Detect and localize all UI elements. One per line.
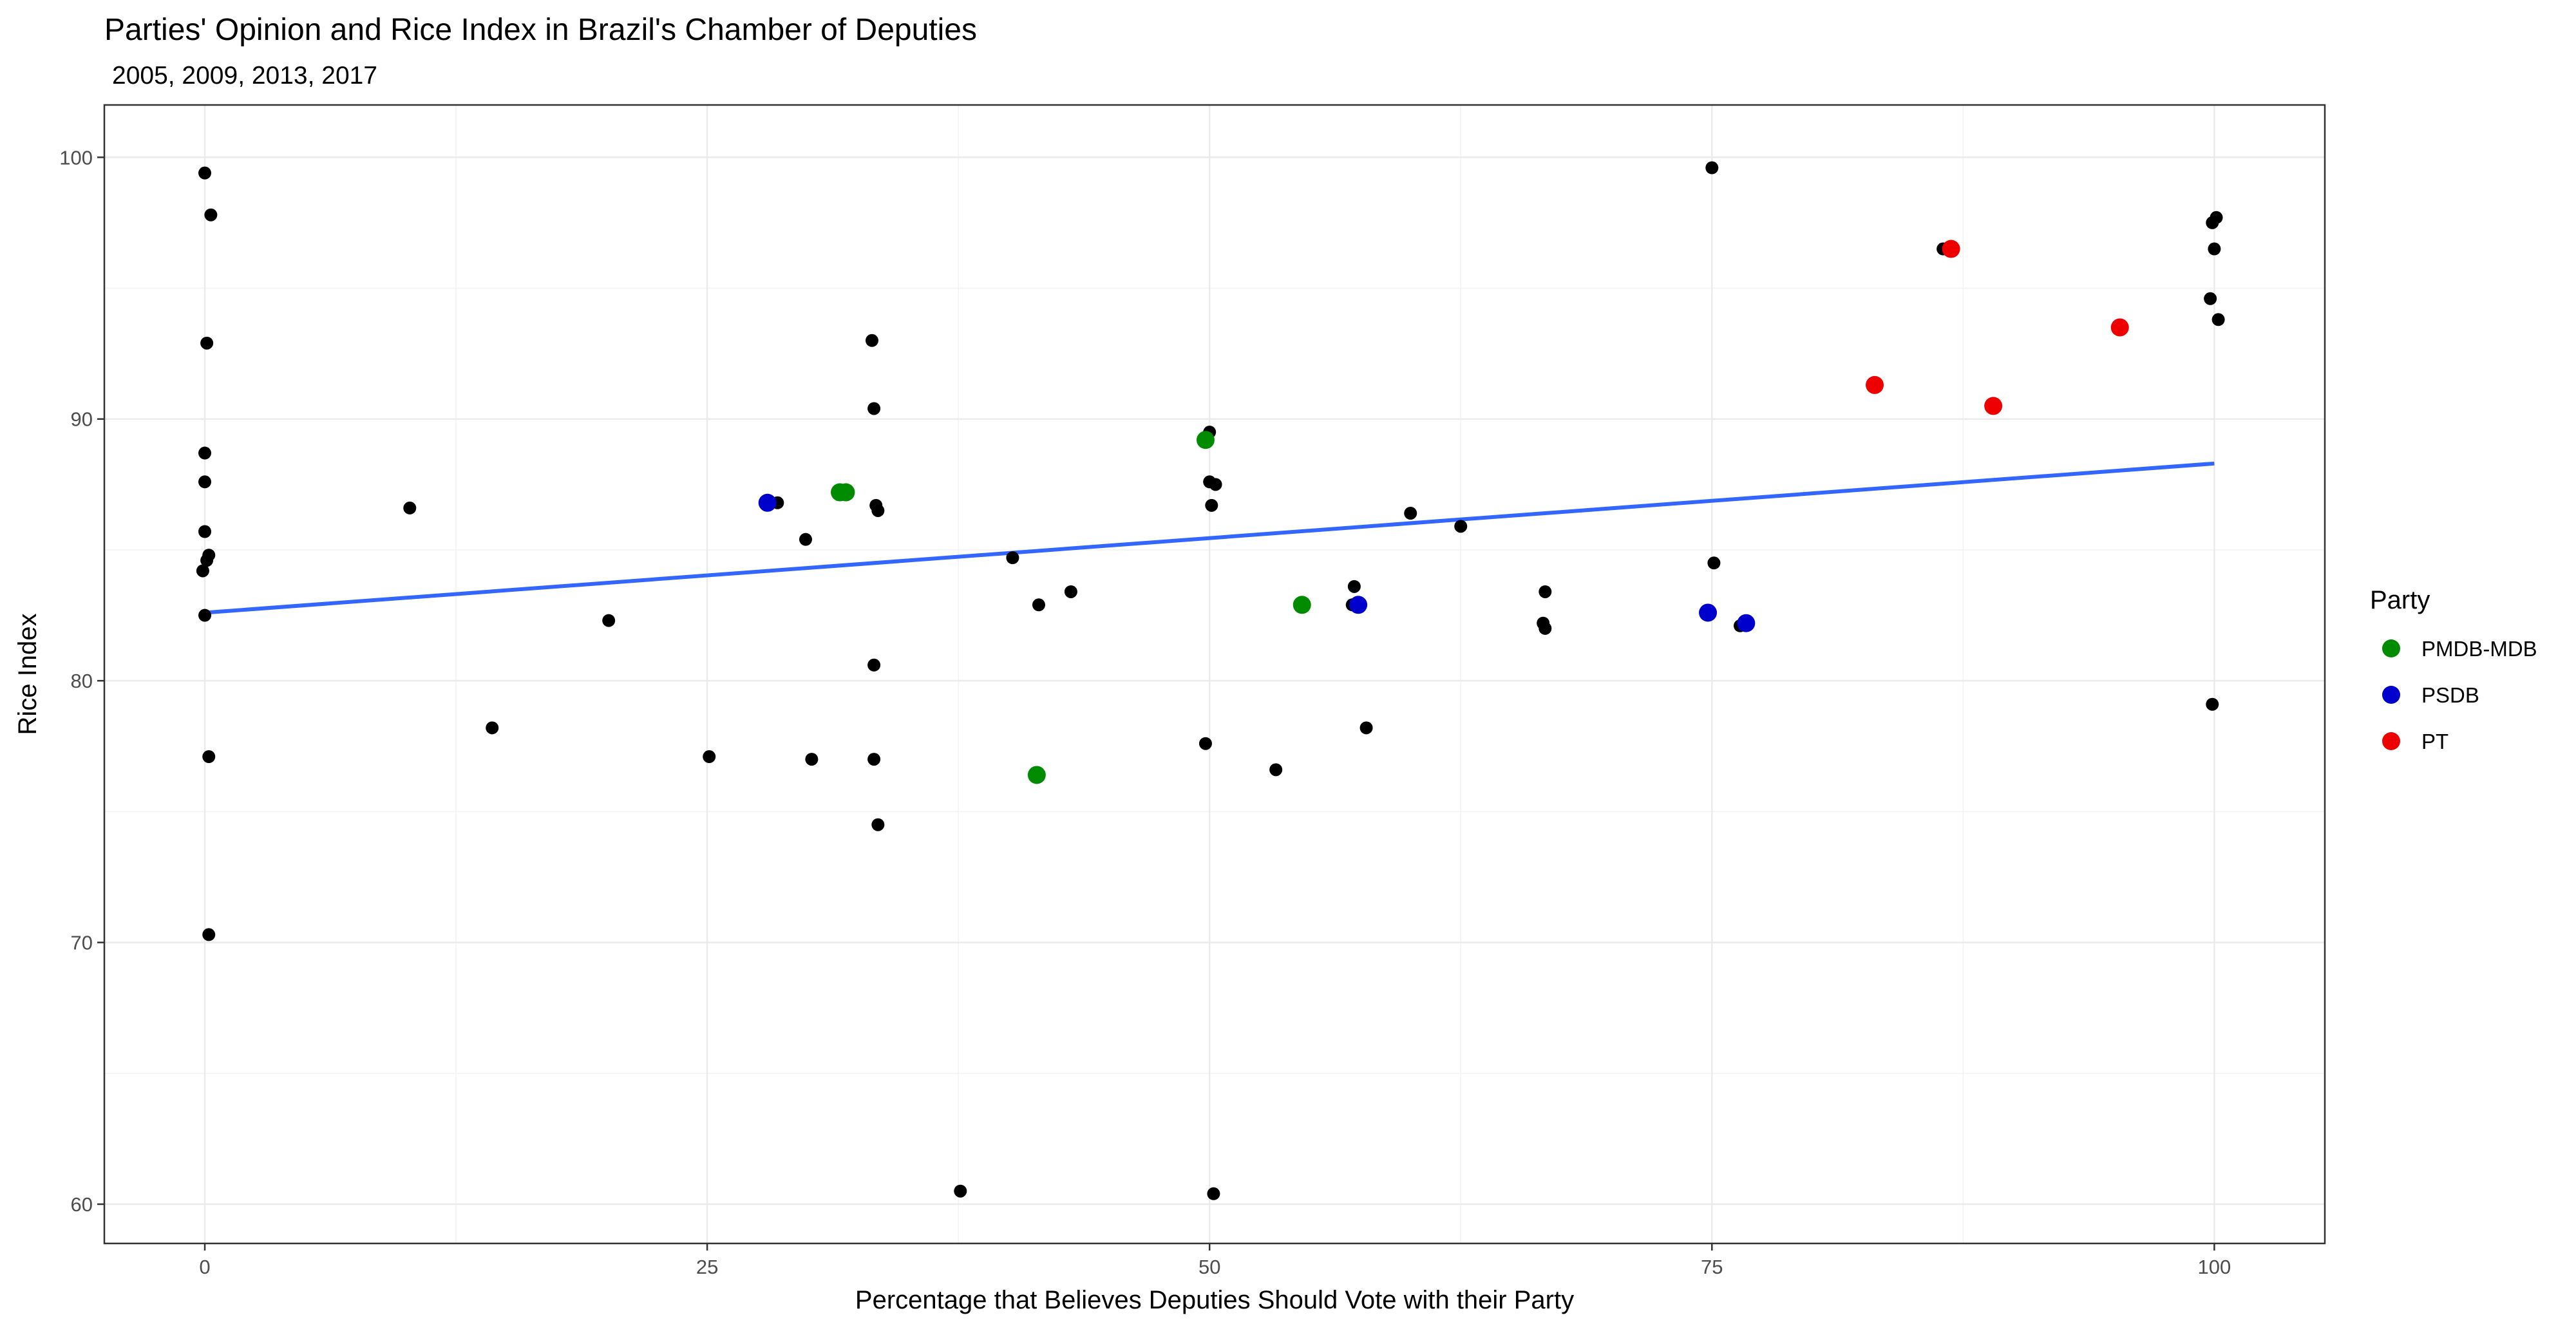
data-point: [799, 533, 813, 546]
data-point-party: [1027, 766, 1046, 784]
data-point: [1404, 507, 1417, 520]
data-point-party: [1699, 603, 1718, 622]
legend-key: [2382, 639, 2400, 657]
data-point-party: [1349, 596, 1368, 614]
data-point: [1539, 621, 1552, 635]
data-point-party: [1866, 375, 1884, 394]
x-tick-label: 50: [1198, 1256, 1220, 1278]
x-axis: 0 25 50 75 100: [199, 1243, 2231, 1278]
data-point: [198, 475, 212, 489]
legend-label: PT: [2421, 730, 2448, 753]
y-tick-label: 60: [71, 1193, 93, 1216]
data-point: [2210, 211, 2223, 224]
trend-line: [204, 461, 2215, 615]
data-point-party: [758, 493, 777, 512]
data-point-party: [2110, 318, 2129, 337]
data-point: [865, 334, 878, 347]
data-point: [871, 504, 885, 517]
data-point: [1207, 1187, 1220, 1200]
legend-label: PSDB: [2421, 683, 2479, 707]
data-point: [871, 818, 885, 831]
data-point: [1064, 585, 1077, 598]
data-points: [196, 161, 2225, 1200]
data-point: [1347, 580, 1361, 593]
data-point-party: [1196, 431, 1215, 449]
data-point-party: [837, 483, 855, 502]
data-point: [403, 501, 417, 515]
x-tick-label: 100: [2198, 1256, 2231, 1278]
legend-key: [2382, 686, 2400, 704]
data-point: [2204, 292, 2217, 305]
data-point: [1006, 551, 1019, 565]
data-point: [196, 564, 209, 578]
data-point: [1198, 737, 1212, 750]
data-point: [200, 336, 214, 350]
data-point: [1359, 721, 1373, 735]
legend-label: PMDB-MDB: [2421, 637, 2537, 661]
data-point-party: [1293, 596, 1311, 614]
data-point: [1705, 161, 1719, 175]
data-point: [2208, 242, 2221, 256]
data-point: [1269, 763, 1283, 777]
chart-title: Parties' Opinion and Rice Index in Brazi…: [104, 13, 977, 47]
x-tick-label: 25: [696, 1256, 718, 1278]
data-point-party: [1984, 397, 2003, 415]
data-point: [198, 166, 212, 180]
data-point: [2206, 697, 2219, 711]
data-point: [1539, 585, 1552, 598]
y-tick-label: 80: [71, 670, 93, 692]
data-point: [2211, 313, 2225, 326]
chart-subtitle: 2005, 2009, 2013, 2017: [112, 62, 377, 90]
data-point: [954, 1184, 967, 1198]
y-axis: 60 70 80 90 100: [59, 146, 104, 1216]
data-point: [486, 721, 499, 735]
data-point: [204, 208, 218, 222]
x-tick-label: 75: [1701, 1256, 1723, 1278]
data-point: [198, 525, 212, 538]
x-axis-title: Percentage that Believes Deputies Should…: [855, 1286, 1574, 1314]
major-gridlines: [104, 105, 2325, 1243]
data-point: [703, 750, 716, 764]
data-point: [1205, 498, 1218, 512]
y-tick-label: 100: [59, 146, 93, 169]
data-point: [1454, 520, 1468, 533]
data-point: [867, 658, 881, 672]
legend-key: [2382, 732, 2400, 750]
y-axis-title: Rice Index: [14, 614, 42, 735]
data-point: [602, 614, 616, 627]
data-point: [198, 609, 212, 622]
data-point: [202, 928, 216, 941]
data-point: [198, 446, 212, 460]
data-point: [202, 750, 216, 764]
legend: Party PMDB-MDB PSDB PT: [2370, 586, 2537, 753]
data-point: [1707, 556, 1721, 570]
data-point: [200, 554, 214, 567]
data-point: [1209, 478, 1222, 491]
y-tick-label: 70: [71, 932, 93, 954]
data-point: [1032, 598, 1045, 612]
data-point: [867, 402, 881, 415]
trend-line-layer: [204, 461, 2215, 615]
x-tick-label: 0: [199, 1256, 210, 1278]
panel-border: [103, 104, 2326, 1245]
plot-panel: [103, 104, 2326, 1245]
data-point-party: [1942, 240, 1960, 258]
data-point: [805, 753, 819, 766]
minor-gridlines: [104, 105, 2325, 1243]
data-point-party: [1737, 614, 1756, 632]
y-tick-label: 90: [71, 408, 93, 431]
data-point: [867, 753, 881, 766]
legend-title: Party: [2370, 586, 2430, 614]
